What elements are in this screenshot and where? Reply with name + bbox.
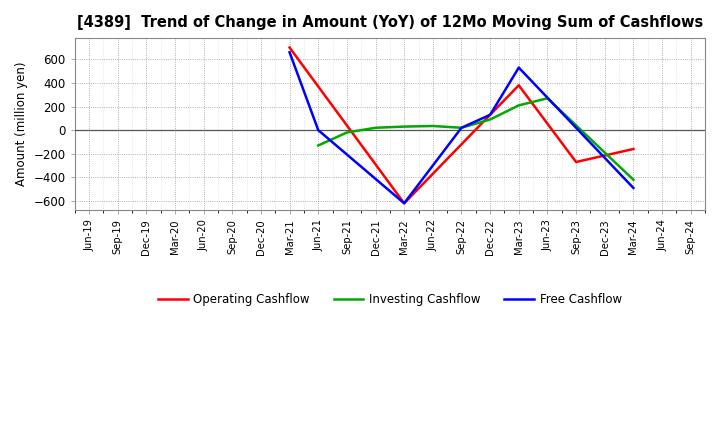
Investing Cashflow [486, 117, 495, 122]
Free Cashflow [314, 128, 323, 133]
Operating Cashflow [285, 45, 294, 50]
Title: [4389]  Trend of Change in Amount (YoY) of 12Mo Moving Sum of Cashflows: [4389] Trend of Change in Amount (YoY) o… [77, 15, 703, 30]
Line: Free Cashflow: Free Cashflow [289, 52, 634, 203]
Line: Operating Cashflow: Operating Cashflow [289, 48, 634, 203]
Operating Cashflow [515, 83, 523, 88]
Free Cashflow [629, 185, 638, 191]
Legend: Operating Cashflow, Investing Cashflow, Free Cashflow: Operating Cashflow, Investing Cashflow, … [153, 289, 626, 311]
Investing Cashflow [314, 143, 323, 148]
Investing Cashflow [428, 123, 437, 128]
Free Cashflow [285, 50, 294, 55]
Free Cashflow [457, 125, 466, 130]
Investing Cashflow [457, 125, 466, 130]
Operating Cashflow [629, 147, 638, 152]
Investing Cashflow [515, 103, 523, 108]
Operating Cashflow [572, 159, 580, 165]
Investing Cashflow [343, 130, 351, 135]
Investing Cashflow [400, 124, 408, 129]
Investing Cashflow [543, 95, 552, 101]
Free Cashflow [400, 201, 408, 206]
Investing Cashflow [372, 125, 380, 130]
Y-axis label: Amount (million yen): Amount (million yen) [15, 62, 28, 187]
Operating Cashflow [400, 201, 408, 206]
Investing Cashflow [629, 177, 638, 182]
Free Cashflow [515, 65, 523, 70]
Free Cashflow [486, 112, 495, 117]
Line: Investing Cashflow: Investing Cashflow [318, 98, 634, 180]
